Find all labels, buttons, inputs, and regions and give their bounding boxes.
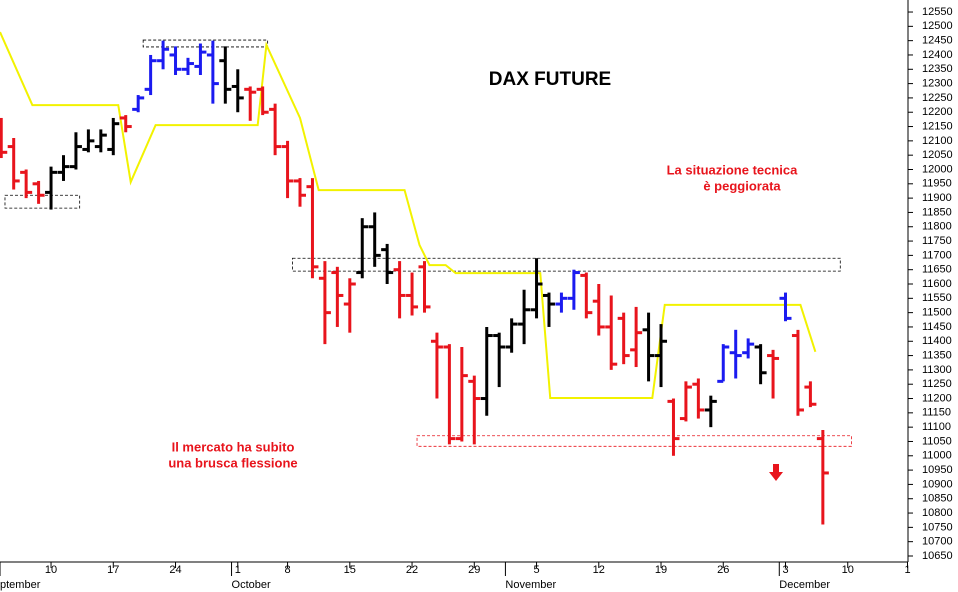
- annotation: una brusca flessione: [168, 455, 297, 470]
- y-tick-label: 10800: [922, 507, 953, 519]
- month-label: ptember: [0, 579, 41, 591]
- x-tick-label: 19: [655, 564, 667, 576]
- y-tick-label: 12350: [922, 63, 953, 75]
- x-tick-label: 8: [284, 564, 290, 576]
- zone: [4, 194, 81, 209]
- zone: [416, 435, 852, 447]
- y-tick-label: 12300: [922, 78, 953, 90]
- y-tick-label: 11800: [922, 221, 952, 233]
- y-tick-label: 12150: [922, 120, 953, 132]
- month-label: October: [232, 579, 271, 591]
- y-tick-label: 11650: [922, 264, 952, 276]
- y-tick-label: 11350: [922, 349, 952, 361]
- annotation: La situazione tecnica: [667, 162, 799, 177]
- y-tick-label: 11950: [922, 178, 952, 190]
- x-tick-label: 10: [842, 564, 854, 576]
- chart-title: DAX FUTURE: [489, 69, 611, 90]
- y-tick-label: 11750: [922, 235, 952, 247]
- y-tick-label: 11150: [922, 407, 951, 419]
- y-tick-label: 10750: [922, 521, 953, 533]
- y-tick-label: 11450: [922, 321, 952, 333]
- month-label: December: [779, 579, 830, 591]
- annotation: Il mercato ha subito: [172, 439, 295, 454]
- y-tick-label: 10700: [922, 536, 953, 548]
- y-tick-label: 11400: [922, 335, 952, 347]
- y-tick-label: 12500: [922, 20, 953, 32]
- y-tick-label: 10850: [922, 493, 953, 505]
- annotation: è peggiorata: [703, 178, 781, 193]
- x-tick-label: 1: [904, 564, 910, 576]
- y-tick-label: 11600: [922, 278, 952, 290]
- y-tick-label: 11100: [922, 421, 951, 433]
- y-tick-label: 11500: [922, 307, 952, 319]
- y-tick-label: 12000: [922, 163, 953, 175]
- y-tick-label: 11900: [922, 192, 952, 204]
- y-tick-label: 12250: [922, 92, 953, 104]
- y-tick-label: 11550: [922, 292, 952, 304]
- y-tick-label: 12450: [922, 35, 953, 47]
- x-tick-label: 17: [107, 564, 119, 576]
- x-tick-label: 10: [45, 564, 57, 576]
- x-tick-label: 5: [533, 564, 539, 576]
- y-tick-label: 11700: [922, 249, 952, 261]
- y-tick-label: 12050: [922, 149, 953, 161]
- y-tick-label: 11200: [922, 392, 952, 404]
- y-tick-label: 11250: [922, 378, 952, 390]
- x-tick-label: 26: [717, 564, 729, 576]
- y-tick-label: 11300: [922, 364, 952, 376]
- month-label: November: [505, 579, 556, 591]
- y-tick-label: 12200: [922, 106, 953, 118]
- y-tick-label: 11000: [922, 450, 952, 462]
- x-tick-label: 22: [406, 564, 418, 576]
- x-tick-label: 1: [235, 564, 241, 576]
- x-tick-label: 3: [782, 564, 788, 576]
- down-arrow: [769, 464, 783, 481]
- y-tick-label: 10650: [922, 550, 953, 562]
- y-tick-label: 12550: [922, 6, 953, 18]
- y-tick-label: 12100: [922, 135, 953, 147]
- x-tick-label: 29: [468, 564, 480, 576]
- y-tick-label: 10950: [922, 464, 953, 476]
- y-tick-label: 12400: [922, 49, 953, 61]
- yellow-line: [0, 31, 817, 399]
- x-tick-label: 15: [344, 564, 356, 576]
- y-tick-label: 11050: [922, 435, 952, 447]
- x-tick-label: 24: [169, 564, 181, 576]
- y-tick-label: 11850: [922, 206, 952, 218]
- x-tick-label: 12: [593, 564, 605, 576]
- y-tick-label: 10900: [922, 478, 953, 490]
- zone: [142, 39, 269, 48]
